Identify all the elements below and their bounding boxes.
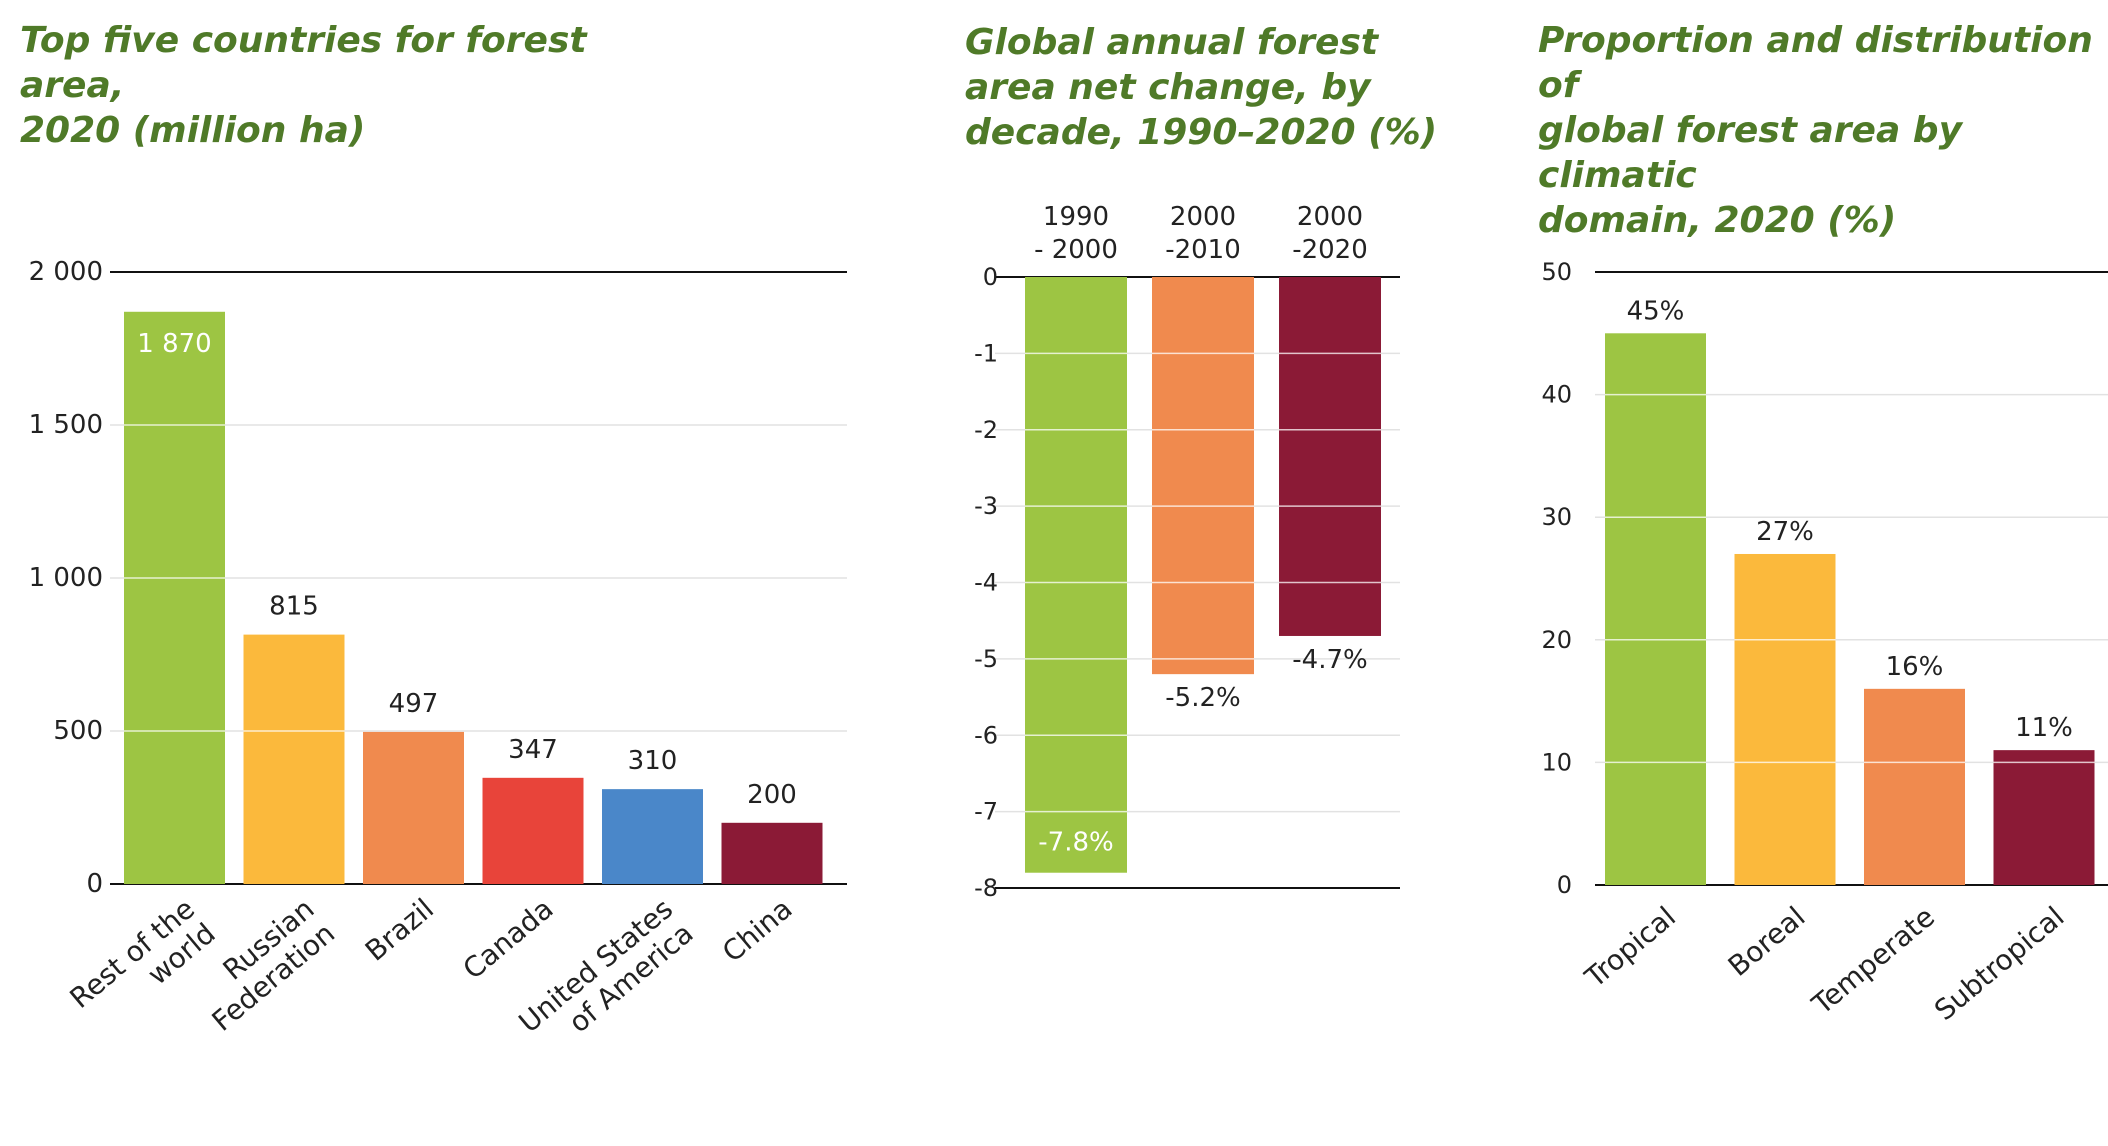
y-tick-label-net-change: -7 xyxy=(974,798,998,826)
value-label-forest-area: 347 xyxy=(508,735,558,765)
value-label-forest-area: 497 xyxy=(389,689,439,719)
bar-forest-area xyxy=(721,822,823,884)
y-tick-label-forest-area: 0 xyxy=(86,869,103,899)
value-label-climatic-domain: 11% xyxy=(2015,713,2073,743)
category-label-climatic-domain: Boreal xyxy=(1722,900,1812,983)
y-tick-label-net-change: -1 xyxy=(974,339,998,367)
bar-forest-area xyxy=(124,311,225,884)
y-tick-label-forest-area: 1 500 xyxy=(29,410,103,440)
y-tick-label-forest-area: 500 xyxy=(53,716,103,746)
value-label-forest-area: 310 xyxy=(628,746,678,776)
bar-climatic-domain xyxy=(1734,553,1836,885)
y-tick-label-net-change: -6 xyxy=(974,721,998,749)
y-tick-label-climatic-domain: 40 xyxy=(1541,381,1572,409)
y-tick-label-net-change: -5 xyxy=(974,645,998,673)
y-tick-label-forest-area: 1 000 xyxy=(29,563,103,593)
category-label-net-change: 2000 -2020 xyxy=(1292,202,1368,265)
bar-net-change xyxy=(1025,277,1127,873)
y-tick-label-net-change: -4 xyxy=(974,569,998,597)
value-label-forest-area: 1 870 xyxy=(137,329,211,359)
value-label-net-change: -7.8% xyxy=(1038,828,1113,858)
chart-title-forest-area-by-country: Top five countries for forest area, 2020… xyxy=(20,20,587,151)
bar-forest-area xyxy=(482,777,584,884)
bar-climatic-domain xyxy=(1864,688,1965,885)
bar-climatic-domain xyxy=(1605,333,1706,885)
category-label-climatic-domain: Tropical xyxy=(1578,900,1682,995)
category-label-climatic-domain: Temperate xyxy=(1805,900,1941,1022)
y-tick-label-net-change: -3 xyxy=(974,492,998,520)
bar-net-change xyxy=(1152,277,1254,675)
y-tick-label-climatic-domain: 20 xyxy=(1541,626,1572,654)
bar-forest-area xyxy=(363,731,464,884)
y-tick-label-climatic-domain: 30 xyxy=(1541,503,1572,531)
value-label-forest-area: 200 xyxy=(747,780,797,810)
y-tick-label-climatic-domain: 10 xyxy=(1541,748,1572,776)
y-tick-label-climatic-domain: 50 xyxy=(1541,258,1572,286)
category-label-net-change: 2000 -2010 xyxy=(1165,202,1241,265)
chart-title-forest-net-change: Global annual forest area net change, by… xyxy=(965,22,1438,153)
y-tick-label-forest-area: 2 000 xyxy=(29,257,103,287)
value-label-climatic-domain: 45% xyxy=(1627,296,1685,326)
y-tick-label-net-change: -8 xyxy=(974,874,998,902)
bar-forest-area xyxy=(602,789,703,884)
value-label-climatic-domain: 27% xyxy=(1756,517,1814,547)
y-tick-label-net-change: -2 xyxy=(974,416,998,444)
category-label-net-change: 1990- 2000 xyxy=(1034,202,1118,265)
category-label-climatic-domain: Subtropical xyxy=(1928,900,2070,1027)
bar-net-change xyxy=(1279,277,1381,636)
y-tick-label-net-change: 0 xyxy=(983,263,998,291)
value-label-climatic-domain: 16% xyxy=(1886,652,1944,682)
value-label-net-change: -5.2% xyxy=(1165,683,1240,713)
value-label-net-change: -4.7% xyxy=(1292,645,1367,675)
value-label-forest-area: 815 xyxy=(269,592,319,622)
chart-title-climatic-domain: Proportion and distribution of global fo… xyxy=(1538,20,2093,241)
y-tick-label-climatic-domain: 0 xyxy=(1557,871,1572,899)
bar-forest-area xyxy=(243,634,345,884)
bar-climatic-domain xyxy=(1993,750,2095,885)
